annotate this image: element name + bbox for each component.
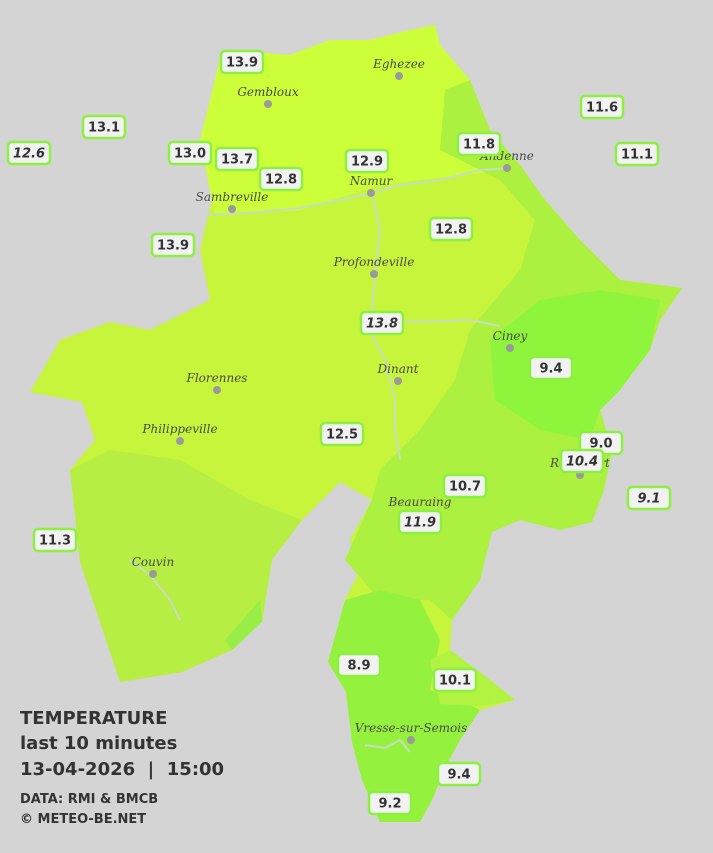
reading-label: 12.8 [435, 223, 467, 238]
reading-label: 13.1 [88, 121, 120, 136]
reading-box [442, 473, 488, 499]
reading-box [219, 49, 265, 75]
reading-label: 12.8 [265, 173, 297, 188]
source: DATA: RMI & BMCB [20, 792, 158, 807]
place-label: Namur [349, 174, 394, 188]
reading-label: 12.5 [326, 428, 358, 443]
subtitle: last 10 minutes [20, 733, 177, 754]
reading-box [6, 140, 52, 166]
reading-label: 10.1 [439, 674, 471, 689]
reading-label: 11.8 [463, 138, 495, 153]
reading-label: 13.9 [226, 56, 258, 71]
reading-box [579, 94, 625, 120]
place-dot [176, 437, 184, 445]
place-label: Couvin [132, 555, 174, 569]
reading-label: 8.9 [347, 659, 370, 674]
place-label: Florennes [186, 371, 248, 385]
place-label: Beauraing [388, 495, 452, 509]
zone-warm-cold [490, 290, 660, 440]
reading-label: 10.4 [566, 455, 598, 470]
place-label: Philippeville [141, 422, 217, 436]
reading-label: 13.0 [174, 147, 206, 162]
reading-label: 13.7 [221, 153, 253, 168]
reading-box [258, 166, 304, 192]
place-label: Ciney [493, 329, 528, 343]
reading-box [436, 761, 482, 787]
reading-label: 12.6 [13, 147, 45, 162]
reading-label: 9.1 [637, 492, 660, 507]
reading-label: 13.9 [157, 239, 189, 254]
reading-box [456, 131, 502, 157]
reading-label: 11.6 [586, 101, 618, 116]
place-dot [394, 377, 402, 385]
reading-box [344, 148, 390, 174]
reading-label: 11.9 [404, 516, 436, 531]
reading-box [214, 146, 260, 172]
reading-box [359, 310, 405, 336]
place-label: Vresse-sur-Semois [355, 721, 468, 735]
reading-box [626, 485, 672, 511]
reading-label: 10.7 [449, 480, 481, 495]
reading-label: 9.4 [539, 362, 562, 377]
reading-box [81, 114, 127, 140]
reading-box [397, 509, 443, 535]
place-dot [149, 570, 157, 578]
reading-box [614, 141, 660, 167]
credit: © METEO-BE.NET [20, 812, 146, 827]
place-dot [503, 164, 511, 172]
place-dot [213, 386, 221, 394]
zone-couvin [225, 600, 262, 650]
reading-label: 9.0 [589, 437, 612, 452]
reading-box [336, 652, 382, 678]
reading-label: 11.3 [39, 534, 71, 549]
place-dot [228, 205, 236, 213]
place-label: Sambreville [196, 190, 269, 204]
reading-box [167, 140, 213, 166]
title: TEMPERATURE [20, 708, 167, 729]
reading-box [32, 527, 78, 553]
place-dot [264, 100, 272, 108]
place-label: Gembloux [237, 85, 299, 99]
place-dot [370, 270, 378, 278]
place-label: Eghezee [372, 57, 425, 71]
place-label: Dinant [377, 362, 419, 376]
reading-box [559, 448, 605, 474]
reading-box [428, 216, 474, 242]
reading-label: 13.8 [366, 317, 398, 332]
reading-box [367, 790, 413, 816]
place-dot [395, 72, 403, 80]
place-dot [506, 344, 514, 352]
place-dot [367, 189, 375, 197]
reading-label: 9.2 [378, 797, 401, 812]
reading-label: 11.1 [621, 148, 653, 163]
reading-box [528, 355, 574, 381]
reading-label: 12.9 [351, 155, 383, 170]
datetime: 13-04-2026 | 15:00 [20, 759, 224, 780]
reading-box [432, 667, 478, 693]
place-label: Profondeville [333, 255, 415, 269]
reading-label: 9.4 [447, 768, 470, 783]
place-dot [407, 736, 415, 744]
reading-box [150, 232, 196, 258]
reading-box [319, 421, 365, 447]
